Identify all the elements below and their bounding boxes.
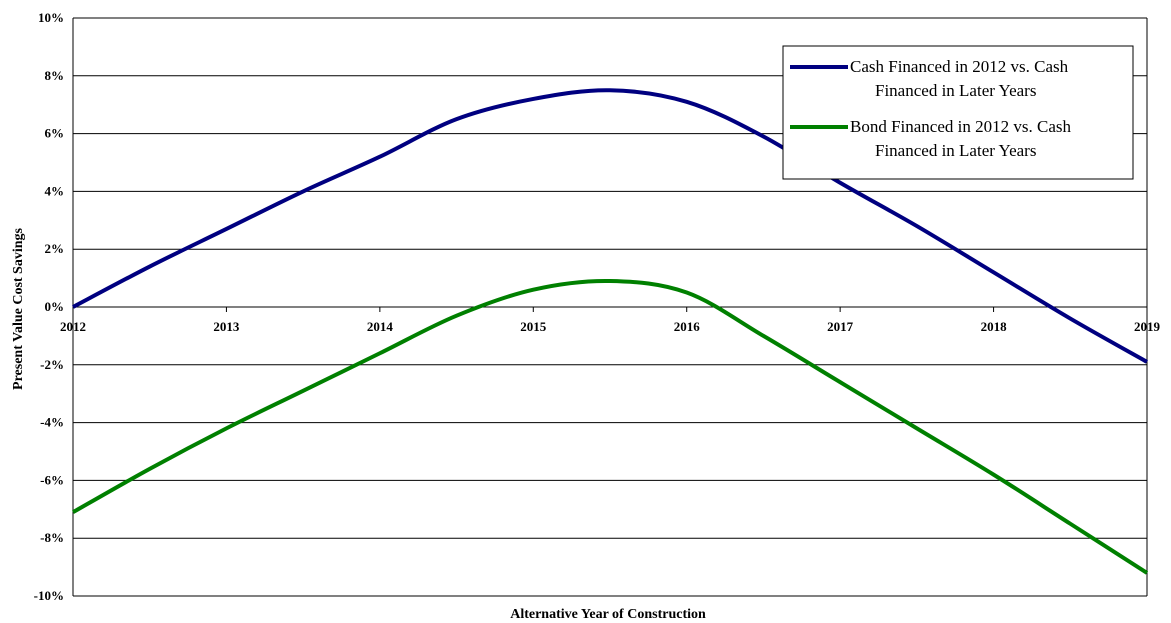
y-tick-label: 0%: [45, 299, 65, 314]
x-tick-label: 2015: [520, 319, 547, 334]
x-tick-label: 2012: [60, 319, 86, 334]
y-tick-label: 8%: [45, 68, 65, 83]
x-axis-title: Alternative Year of Construction: [510, 607, 706, 622]
y-tick-labels: 10% 8% 6% 4% 2% 0% -2% -4% -6% -8% -10%: [34, 10, 64, 603]
legend-label: Bond Financed in 2012 vs. Cash: [850, 117, 1071, 136]
y-axis-title: Present Value Cost Savings: [11, 227, 26, 389]
x-tick-label: 2017: [827, 319, 854, 334]
series-line-1: [72, 88, 1148, 364]
y-tick-label: -4%: [40, 415, 64, 430]
x-tick-labels: 2012 2013 2014 2015 2016 2017 2018 2019: [60, 319, 1161, 334]
y-tick-label: -6%: [40, 472, 64, 487]
legend-label: Cash Financed in 2012 vs. Cash: [850, 57, 1069, 76]
series-line-2: [72, 278, 1149, 575]
y-tick-label: -2%: [40, 357, 64, 372]
y-tick-label: -10%: [34, 588, 64, 603]
y-tick-label: -8%: [40, 530, 64, 545]
y-tick-label: 4%: [45, 183, 65, 198]
gridlines: [72, 17, 1148, 597]
y-tick-label: 10%: [38, 10, 64, 25]
legend-label: Financed in Later Years: [875, 141, 1036, 160]
x-tick-label: 2018: [981, 319, 1008, 334]
legend: Cash Financed in 2012 vs. Cash Financed i…: [782, 45, 1134, 180]
series-lines: [72, 88, 1149, 575]
legend-label: Financed in Later Years: [875, 81, 1036, 100]
x-tick-label: 2013: [213, 319, 240, 334]
x-tick-label: 2014: [367, 319, 394, 334]
y-tick-label: 2%: [45, 241, 65, 256]
x-tick-label: 2019: [1134, 319, 1161, 334]
y-tick-label: 6%: [45, 126, 65, 141]
x-tick-label: 2016: [674, 319, 701, 334]
